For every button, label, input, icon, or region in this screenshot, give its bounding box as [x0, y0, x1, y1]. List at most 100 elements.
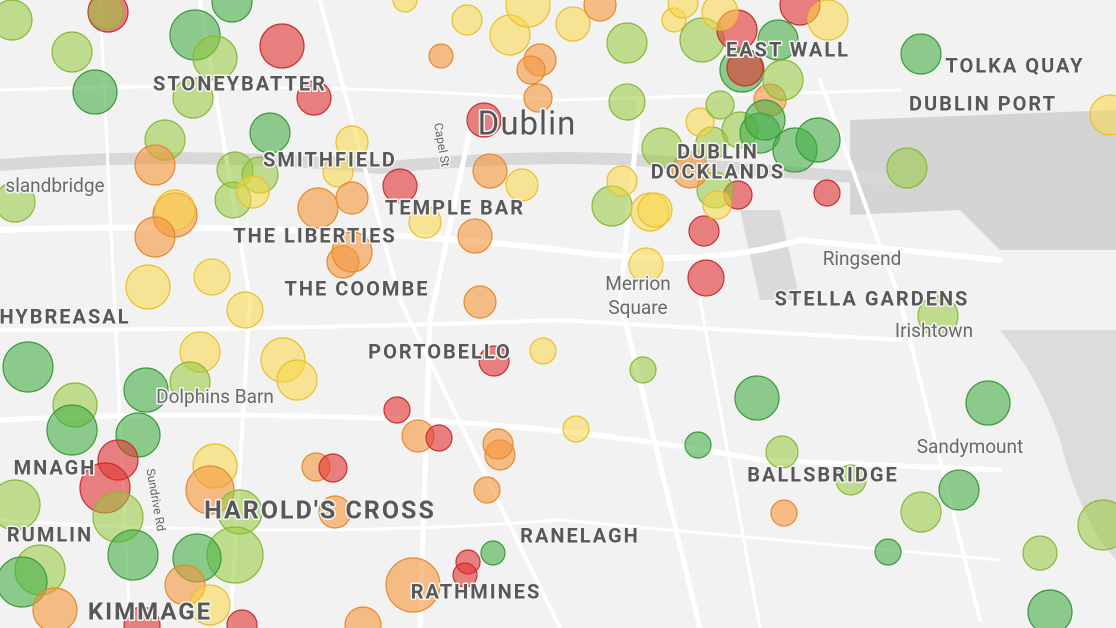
marker [0, 479, 41, 531]
place-label: Dublin [478, 105, 577, 144]
marker [684, 431, 712, 459]
marker [641, 127, 683, 169]
marker [637, 192, 673, 228]
place-label: THE COOMBE [285, 276, 430, 300]
marker [762, 59, 804, 101]
marker [32, 587, 78, 628]
place-label: DOCKLANDS [651, 159, 785, 183]
marker [428, 43, 454, 69]
labels: STONEYBATTER Dublin EAST WALL TOLKA QUAY DUB… [0, 36, 1084, 627]
marker [734, 375, 780, 421]
place-label: RATHMINES [411, 579, 542, 603]
marker [523, 83, 553, 113]
marker [583, 0, 617, 22]
marker [1089, 94, 1116, 136]
marker [125, 264, 171, 310]
marker [874, 538, 902, 566]
marker [900, 33, 942, 75]
marker [226, 609, 258, 628]
place-label: Sandymount [917, 435, 1024, 458]
marker [172, 77, 214, 119]
place-label: STONEYBATTER [153, 71, 327, 95]
marker [1022, 535, 1058, 571]
marker [318, 453, 348, 483]
marker [189, 584, 231, 626]
dock [740, 210, 800, 300]
marker [425, 424, 453, 452]
place-label: PORTOBELLO [368, 339, 512, 363]
place-label: Dolphins Barn [156, 385, 274, 408]
place-label: TEMPLE BAR [385, 195, 525, 219]
marker [702, 190, 732, 220]
marker [134, 144, 176, 186]
marker [383, 396, 411, 424]
marker [770, 499, 798, 527]
marker [466, 102, 502, 138]
marker [480, 540, 506, 566]
marker [463, 285, 497, 319]
place-label: Merrion [605, 272, 671, 295]
marker [211, 0, 253, 23]
marker [193, 258, 231, 296]
place-label: slandbridge [5, 174, 104, 197]
marker [408, 205, 442, 239]
marker [965, 380, 1011, 426]
place-label: SMITHFIELD [263, 147, 397, 171]
marker [123, 367, 169, 413]
place-label: RANELAGH [520, 523, 640, 547]
place-label: BALLSBRIDGE [747, 462, 898, 486]
place-label: MNAGH [14, 455, 97, 479]
marker [457, 218, 493, 254]
marker [482, 428, 514, 460]
place-label: KIMMAGE [88, 597, 212, 625]
marker [107, 529, 159, 581]
marker [671, 151, 709, 189]
marker [473, 476, 501, 504]
port-area [850, 110, 1116, 250]
marker [249, 112, 291, 154]
marker [192, 35, 238, 81]
place-label: HYBREASAL [0, 304, 131, 328]
marker [0, 0, 33, 41]
marker [259, 23, 305, 69]
marker [529, 337, 557, 365]
marker [744, 99, 786, 141]
marker [72, 69, 118, 115]
marker [705, 90, 735, 120]
place-label: DUBLIN PORT [909, 91, 1057, 115]
marker [134, 216, 176, 258]
marker [296, 80, 332, 116]
marker [505, 0, 551, 28]
marker [451, 4, 483, 36]
marker [472, 153, 508, 189]
marker [0, 556, 48, 608]
marker [900, 491, 942, 533]
marker [886, 147, 928, 189]
marker [331, 231, 373, 273]
marker [392, 0, 418, 13]
marker [88, 0, 124, 30]
marker [726, 49, 764, 87]
marker [606, 22, 648, 64]
marker [628, 247, 664, 283]
place-label: Ringsend [823, 247, 902, 270]
marker [0, 181, 36, 223]
marker [344, 606, 382, 628]
marker [701, 0, 739, 31]
marker [835, 464, 867, 496]
marker [795, 117, 841, 163]
marker [505, 168, 539, 202]
marker [516, 55, 546, 85]
marker [123, 606, 161, 628]
marker [2, 341, 54, 393]
marker [938, 469, 980, 511]
marker [1077, 499, 1116, 551]
marker [276, 359, 318, 401]
marker [688, 215, 720, 247]
marker [813, 179, 841, 207]
place-label: STELLA GARDENS [775, 286, 970, 310]
place-label: RUMLIN [7, 522, 93, 546]
place-label: Irishtown [895, 319, 973, 342]
